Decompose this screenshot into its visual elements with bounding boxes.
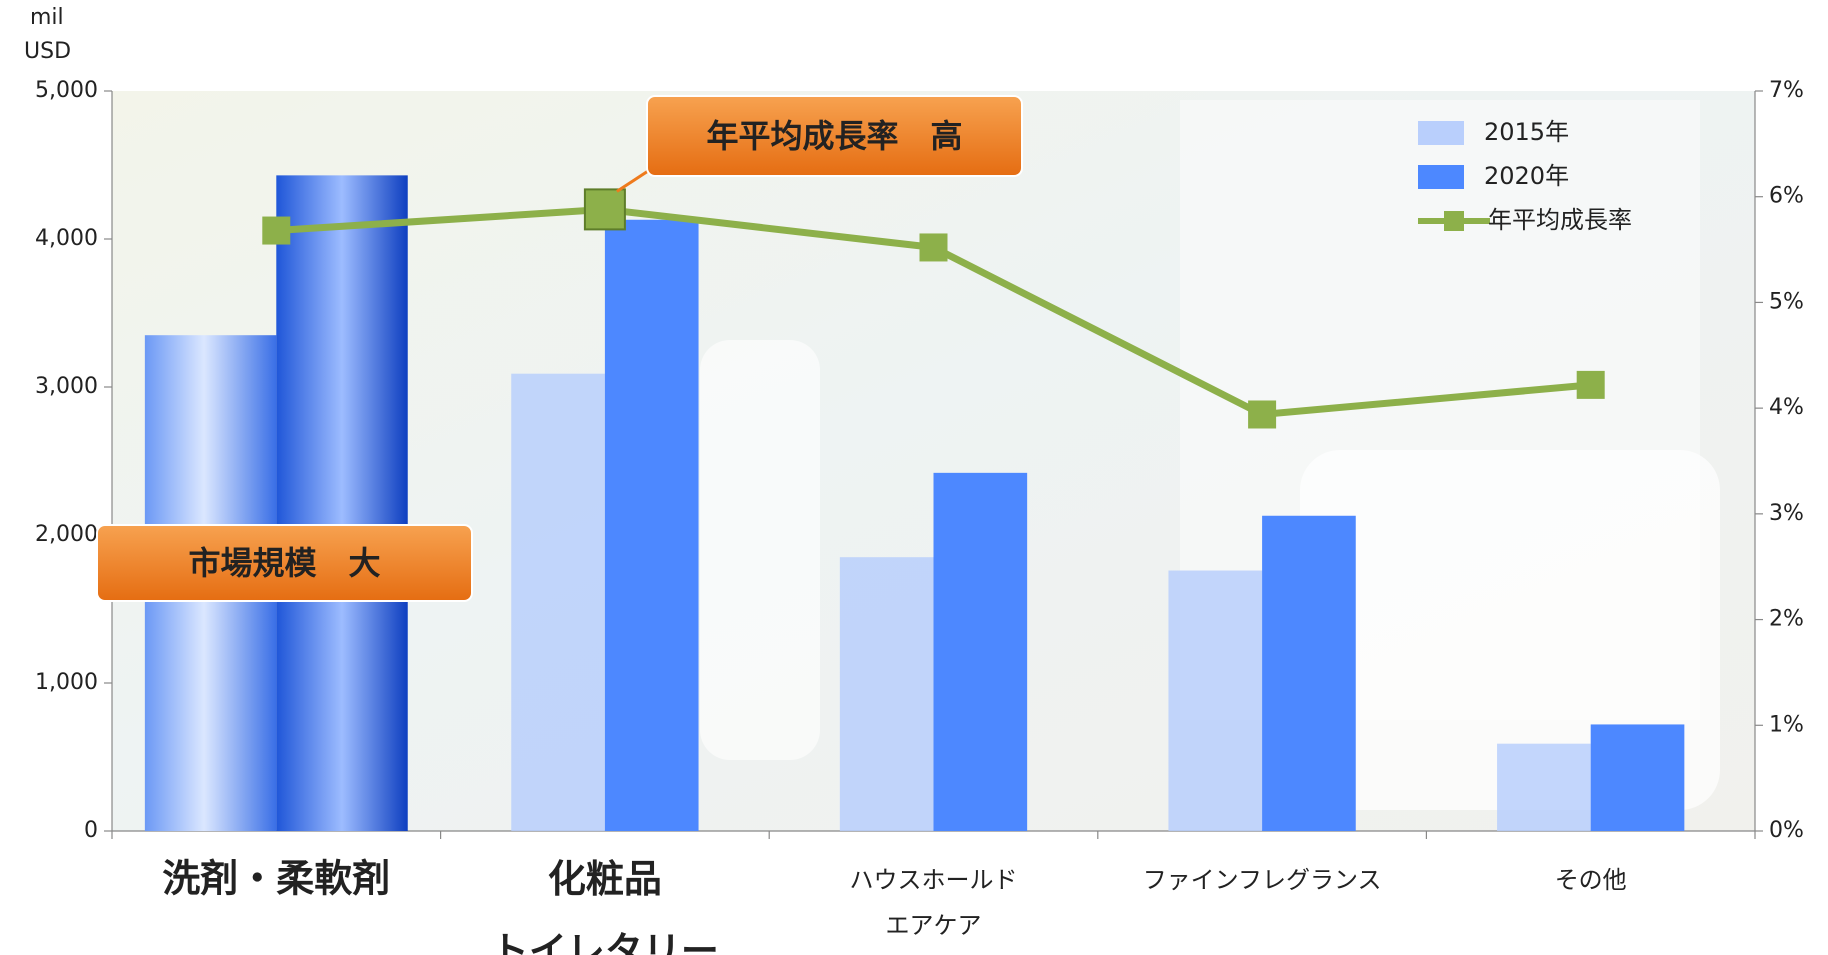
legend-marker	[1444, 211, 1464, 231]
y2-tick-label: 7%	[1769, 78, 1804, 103]
bar	[933, 472, 1028, 831]
x-tick-label: ファインフレグランス	[1143, 866, 1382, 894]
annotation-box	[96, 524, 473, 602]
bar	[1168, 570, 1263, 831]
legend-label: 年平均成長率	[1488, 206, 1632, 234]
x-tick-label: ハウスホールドエアケア	[850, 866, 1018, 940]
annotation: 市場規模 大	[188, 544, 380, 582]
y-tick-label: 2,000	[35, 522, 98, 547]
y-axis-label: USD	[24, 39, 71, 64]
legend-swatch	[1418, 165, 1464, 189]
y2-tick-label: 4%	[1769, 395, 1804, 420]
x-tick-label: 化粧品トイレタリー	[491, 857, 719, 955]
y-tick-label: 3,000	[35, 374, 98, 399]
x-tick-label: 洗剤・柔軟剤	[162, 857, 390, 901]
bar	[604, 219, 699, 831]
y2-tick-label: 5%	[1769, 289, 1804, 314]
bar	[1497, 743, 1591, 831]
line-marker	[583, 188, 626, 231]
line-marker	[1576, 370, 1605, 399]
annotation: 年平均成長率 高	[706, 117, 962, 155]
legend-swatch	[1418, 121, 1464, 145]
annotation-box	[646, 95, 1023, 177]
y-axis-label: mil	[30, 5, 64, 30]
y2-tick-label: 1%	[1769, 712, 1804, 737]
line-marker	[1248, 400, 1277, 429]
y-tick-label: 0	[84, 818, 98, 843]
towels	[1300, 450, 1720, 810]
bar	[839, 557, 934, 831]
y2-tick-label: 2%	[1769, 607, 1804, 632]
bottle	[700, 340, 820, 760]
line-marker	[262, 216, 291, 245]
x-tick-label: その他	[1555, 866, 1627, 894]
y-tick-label: 4,000	[35, 226, 98, 251]
bar	[1590, 724, 1685, 831]
line-marker	[919, 233, 948, 262]
y-tick-label: 5,000	[35, 78, 98, 103]
y2-tick-label: 6%	[1769, 184, 1804, 209]
y-tick-label: 1,000	[35, 670, 98, 695]
legend-label: 2020年	[1484, 162, 1569, 190]
bar	[276, 175, 408, 832]
y2-tick-label: 0%	[1769, 818, 1804, 843]
bar	[1262, 515, 1356, 831]
legend-label: 2015年	[1484, 118, 1569, 146]
y2-tick-label: 3%	[1769, 501, 1804, 526]
bar	[511, 373, 605, 831]
